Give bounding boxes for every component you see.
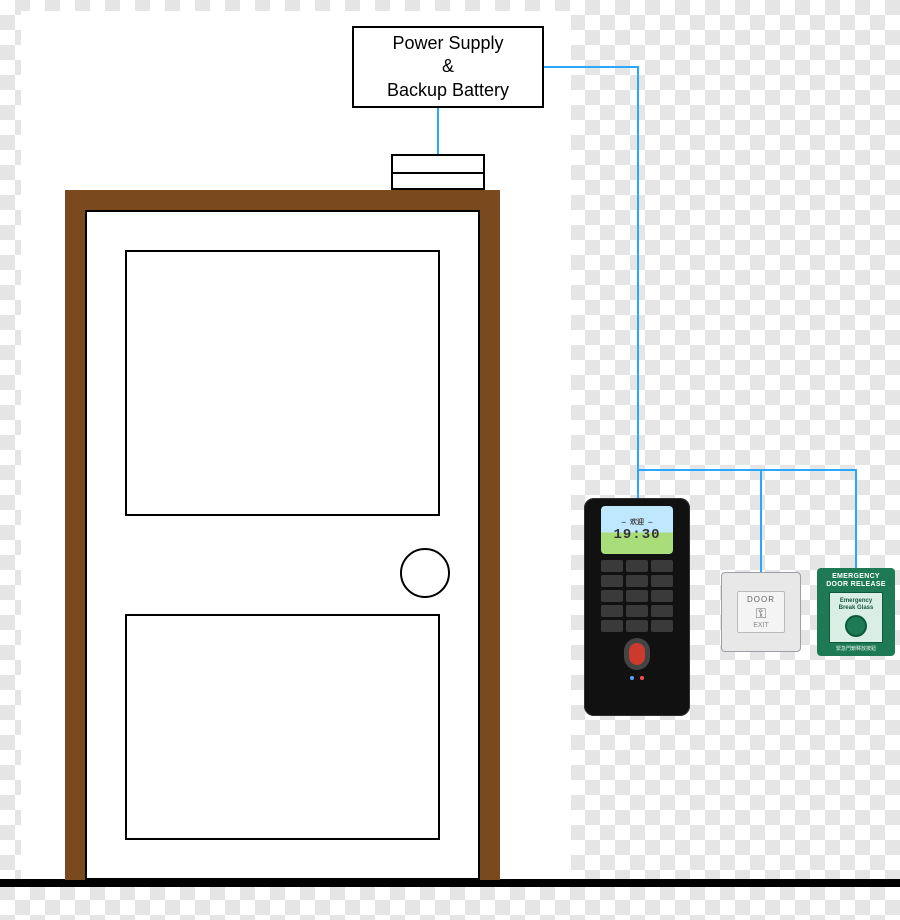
reader-screen: — 欢迎 — 19:30 [601,506,673,554]
keypad-key [626,560,648,572]
door-exit-button: DOOR ⚿ EXIT [721,572,801,652]
breakglass-button [845,615,867,637]
indicator-dot [640,676,644,680]
keypad-key [626,575,648,587]
keypad-key [651,605,673,617]
keypad-key [601,590,623,602]
exit-button-label-bottom: EXIT [753,622,769,629]
keypad-key [626,590,648,602]
emergency-break-glass: EMERGENCY DOOR RELEASE Emergency Break G… [817,568,895,656]
keypad-key [601,560,623,572]
keypad-key [601,575,623,587]
fingerprint-sensor-surface [629,643,645,665]
key-icon: ⚿ [756,606,767,620]
keypad-key [626,620,648,632]
breakglass-glass-panel: Emergency Break Glass [829,592,882,642]
door-frame-top [65,190,500,210]
ground-line [0,879,900,887]
keypad-key [601,605,623,617]
breakglass-title: EMERGENCY DOOR RELEASE [826,573,886,588]
door-knob [400,548,450,598]
keypad-key [651,575,673,587]
breakglass-title-line2: DOOR RELEASE [826,581,886,589]
power-supply-box: Power Supply & Backup Battery [352,26,544,108]
door-panel-top [125,250,440,516]
reader-screen-topstrip: — 欢迎 — [622,517,653,527]
indicator-dot [630,676,634,680]
psu-label-line1: Power Supply [392,32,503,55]
door-frame-right [480,190,500,880]
reader-indicator-dots [630,676,644,680]
keypad-key [601,620,623,632]
door-frame-left [65,190,85,880]
reader-keypad [601,560,673,632]
breakglass-title-line1: EMERGENCY [826,573,886,581]
keypad-key [651,560,673,572]
exit-button-label-top: DOOR [747,595,775,604]
door-panel-bottom [125,614,440,840]
fingerprint-sensor [624,638,650,670]
access-control-reader: — 欢迎 — 19:30 [584,498,690,716]
magnetic-lock [391,154,485,190]
breakglass-footer: 緊急門鎖釋放按鈕 [836,647,876,653]
psu-label-line2: & [442,55,454,78]
psu-label-line3: Backup Battery [387,79,509,102]
keypad-key [626,605,648,617]
exit-button-face: DOOR ⚿ EXIT [737,591,785,633]
keypad-key [651,620,673,632]
diagram-canvas: Power Supply & Backup Battery — 欢迎 — 19:… [0,0,900,920]
breakglass-glass-label: Emergency Break Glass [833,598,878,611]
wire-psu-to-bus [544,67,638,470]
keypad-key [651,590,673,602]
reader-screen-time: 19:30 [613,527,660,543]
